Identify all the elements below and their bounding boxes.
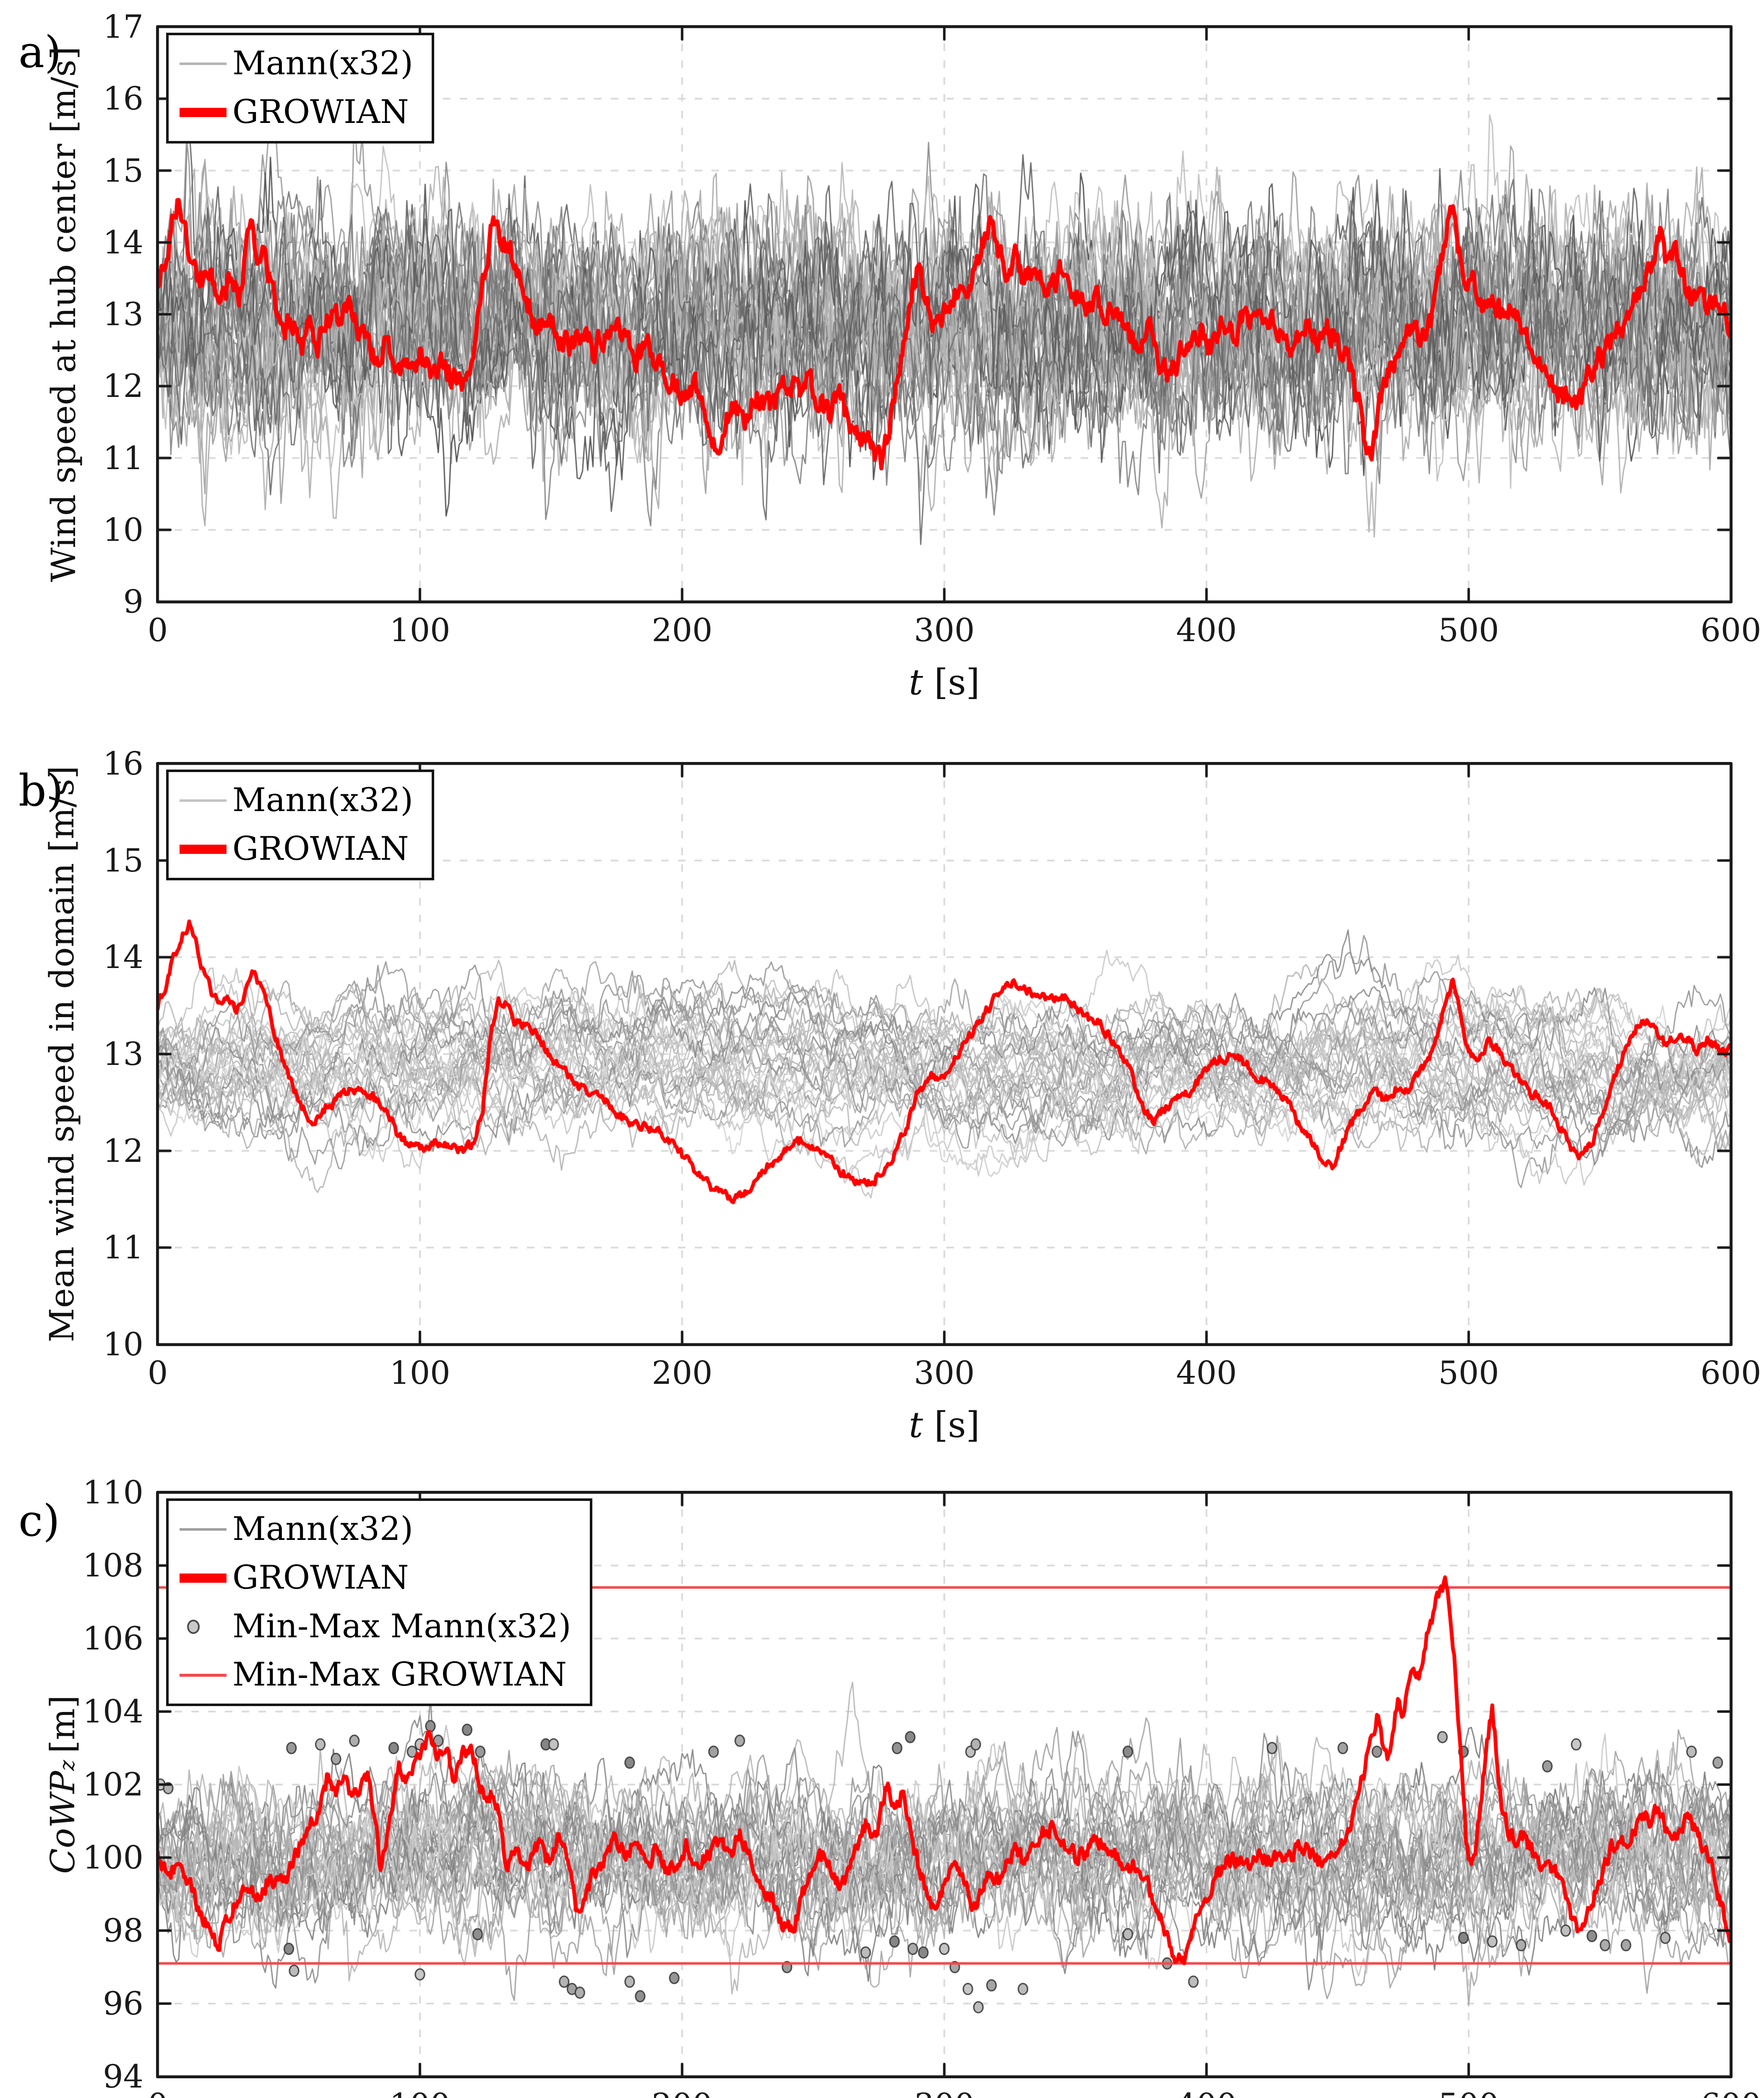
- x-tick-label: 400: [1176, 1354, 1237, 1391]
- y-tick-label: 102: [82, 1766, 143, 1803]
- x-tick-label: 500: [1438, 1354, 1499, 1391]
- y-tick-label: 15: [103, 151, 143, 189]
- y-tick-label: 110: [82, 1474, 143, 1511]
- legend-label: GROWIAN: [232, 830, 409, 868]
- legend-swatch: [180, 844, 227, 854]
- x-tick-label: 600: [1700, 1354, 1761, 1391]
- x-tick-label: 0: [147, 611, 168, 649]
- legend-label: Min-Max Mann(x32): [232, 1607, 571, 1645]
- legend-item: Min-Max Mann(x32): [180, 1606, 571, 1648]
- y-tick-label: 98: [103, 1912, 143, 1949]
- x-tick-label: 400: [1144, 2085, 1269, 2098]
- y-tick-label: 11: [103, 439, 143, 477]
- x-tick-label: 200: [651, 611, 713, 649]
- x-tick-label: 100: [389, 611, 451, 649]
- y-tick-label: 108: [82, 1547, 143, 1584]
- growian-line-swatch: [180, 1573, 232, 1583]
- legend-swatch: [180, 799, 227, 802]
- y-tick-label: 14: [103, 223, 143, 261]
- legend-swatch: [180, 1528, 227, 1531]
- x-axis-variable: t: [909, 662, 923, 703]
- x-tick-label: 300: [914, 1354, 975, 1391]
- minmax-growian-line-swatch: [180, 1673, 232, 1677]
- growian-line-swatch: [180, 844, 232, 854]
- x-tick-label: 100: [357, 2085, 483, 2098]
- y-tick-label: 11: [103, 1229, 143, 1266]
- legend-label: GROWIAN: [232, 1558, 409, 1597]
- y-tick-label: 106: [82, 1620, 143, 1657]
- y-tick-label: 12: [103, 1132, 143, 1169]
- x-axis-variable: t: [909, 1404, 923, 1446]
- legend-item: Min-Max GROWIAN: [180, 1654, 571, 1696]
- y-tick-label: 100: [82, 1839, 143, 1876]
- legend-item: Mann(x32): [180, 1508, 571, 1550]
- x-tick-label: 400: [1176, 611, 1237, 649]
- y-tick-label: 104: [82, 1693, 143, 1730]
- legend-item: GROWIAN: [180, 91, 413, 133]
- legend-swatch: [180, 1673, 227, 1677]
- legend-label: Mann(x32): [232, 781, 413, 819]
- x-tick-label: 0: [95, 2085, 221, 2098]
- y-tick-label: 94: [103, 2058, 143, 2095]
- y-tick-label: 9: [123, 583, 143, 620]
- x-tick-label: 100: [389, 1354, 451, 1391]
- x-tick-label: 200: [619, 2085, 745, 2098]
- minmax-mann-marker-icon: [180, 1619, 232, 1634]
- x-tick-label: 300: [914, 611, 975, 649]
- legend-a: Mann(x32) GROWIAN: [166, 33, 434, 144]
- y-tick-label: 10: [103, 1326, 143, 1363]
- panel-letter-b: b): [18, 765, 64, 816]
- x-axis-unit: [s]: [934, 1404, 980, 1446]
- y-tick-label: 14: [103, 938, 143, 976]
- legend-label: Min-Max GROWIAN: [232, 1656, 567, 1694]
- x-tick-label: 600: [1668, 2085, 1764, 2098]
- mann-line-swatch: [180, 799, 232, 802]
- y-tick-label: 15: [103, 841, 143, 879]
- legend-label: GROWIAN: [232, 93, 409, 131]
- y-tick-label: 10: [103, 511, 143, 548]
- y-tick-label: 12: [103, 367, 143, 405]
- x-axis-label-b: t [s]: [797, 1406, 1091, 1444]
- x-tick-label: 300: [881, 2085, 1007, 2098]
- legend-swatch: [180, 62, 227, 65]
- legend-item: Mann(x32): [180, 43, 413, 85]
- legend-c: Mann(x32) GROWIAN Min-Max Mann(x32) Min-Max…: [166, 1498, 592, 1707]
- x-tick-label: 0: [147, 1354, 168, 1391]
- x-tick-label: 600: [1700, 611, 1761, 649]
- legend-item: GROWIAN: [180, 828, 413, 870]
- legend-label: Mann(x32): [232, 44, 413, 82]
- legend-swatch: [187, 1619, 200, 1634]
- x-tick-label: 200: [651, 1354, 713, 1391]
- legend-label: Mann(x32): [232, 1510, 413, 1548]
- y-tick-label: 13: [103, 1035, 143, 1072]
- growian-line-swatch: [180, 107, 232, 117]
- mann-line-swatch: [180, 1528, 232, 1531]
- x-tick-label: 500: [1406, 2085, 1532, 2098]
- panel-letter-a: a): [18, 26, 62, 78]
- legend-item: Mann(x32): [180, 780, 413, 822]
- legend-swatch: [180, 107, 227, 117]
- y-tick-label: 96: [103, 1985, 143, 2022]
- y-tick-label: 16: [103, 80, 143, 117]
- mann-line-swatch: [180, 62, 232, 65]
- y-tick-label: 13: [103, 295, 143, 333]
- y-tick-label: 17: [103, 8, 143, 45]
- x-tick-label: 500: [1438, 611, 1499, 649]
- x-axis-label-a: t [s]: [797, 663, 1091, 702]
- legend-swatch: [180, 1573, 227, 1583]
- panel-letter-c: c): [18, 1495, 60, 1546]
- legend-b: Mann(x32) GROWIAN: [166, 770, 434, 880]
- legend-item: GROWIAN: [180, 1557, 571, 1599]
- x-axis-unit: [s]: [934, 662, 980, 703]
- y-tick-label: 16: [103, 745, 143, 782]
